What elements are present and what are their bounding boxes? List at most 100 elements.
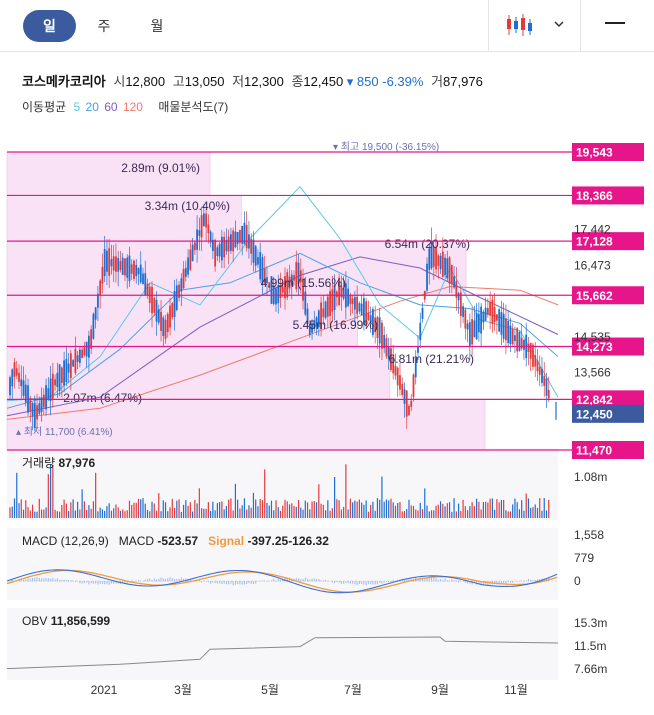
macd-histogram-bar (372, 581, 374, 585)
volume-bar (516, 502, 518, 518)
macd-value: -523.57 (157, 534, 199, 548)
candle (160, 311, 162, 332)
volume-bar (442, 503, 444, 518)
volume-bar (232, 510, 234, 518)
volume-bar (140, 499, 142, 518)
candle (56, 372, 59, 388)
macd-histogram-bar (437, 579, 439, 582)
candle (394, 365, 397, 376)
macd-histogram-bar (426, 577, 428, 582)
macd-histogram-bar (446, 580, 448, 582)
candle (356, 296, 359, 314)
moving-average-legend[interactable]: 이동평균 5 20 60 120 매물분석도(7) (22, 98, 232, 115)
macd-histogram-bar (311, 578, 313, 582)
candle (468, 322, 471, 346)
macd-histogram-bar (527, 578, 529, 582)
candle (220, 236, 223, 261)
candle (173, 290, 176, 317)
stock-chart[interactable]: 2.89m (9.01%) 3.34m (10.40%) 6.54m (20.37%… (0, 130, 654, 715)
macd-histogram-bar (113, 581, 115, 584)
candle (500, 312, 503, 335)
volume-bar (122, 509, 124, 518)
volume-bar (191, 511, 194, 518)
volume-bar (40, 509, 43, 518)
chevron-down-icon[interactable] (553, 16, 565, 34)
volume-bar (523, 510, 525, 518)
volume-bar (383, 501, 385, 518)
macd-histogram-bar (225, 581, 227, 585)
candle (353, 297, 356, 310)
candle (218, 243, 221, 257)
menu-icon[interactable] (605, 22, 625, 24)
macd-histogram-bar (20, 578, 22, 582)
macd-histogram-bar (108, 581, 110, 585)
macd-histogram-bar (9, 580, 11, 582)
candlestick-chart-icon[interactable] (505, 13, 533, 42)
macd-histogram-bar (83, 581, 85, 584)
tab-monthly[interactable]: 월 (150, 18, 164, 34)
macd-histogram-bar (505, 581, 507, 584)
candle (505, 318, 507, 341)
macd-histogram-bar (435, 578, 437, 582)
volume-bar (466, 510, 469, 518)
candle (230, 234, 232, 251)
volume-bar (180, 511, 182, 518)
volume-bar (160, 511, 162, 518)
candle (387, 347, 390, 360)
candle (367, 312, 370, 321)
candle (198, 230, 201, 236)
volume-bar (237, 499, 239, 518)
volume-bar (534, 504, 536, 518)
candle (459, 292, 462, 317)
volume-bar (210, 511, 212, 518)
candle (349, 294, 352, 304)
candle (144, 273, 147, 295)
volume-bar (68, 511, 70, 518)
candle (266, 277, 268, 284)
candle (502, 313, 505, 339)
candle (498, 309, 501, 332)
volume-bar (61, 505, 63, 518)
candle (322, 308, 325, 318)
macd-histogram-bar (365, 581, 367, 586)
volume-bar (207, 502, 209, 518)
macd-histogram-bar (392, 580, 394, 582)
macd-histogram-bar (467, 581, 469, 584)
volume-bar (203, 508, 205, 518)
candle (326, 296, 329, 317)
macd-histogram-bar (106, 581, 108, 585)
volume-bar (178, 499, 180, 518)
volume-bar (34, 511, 36, 518)
macd-histogram-bar (246, 581, 248, 585)
candle (306, 308, 309, 324)
candle (482, 311, 485, 323)
macd-histogram-bar (205, 581, 207, 582)
volume-bar (415, 509, 417, 518)
candle (164, 319, 167, 339)
volume-bar (171, 498, 173, 518)
tab-weekly[interactable]: 주 (97, 18, 111, 34)
volume-bar (182, 504, 185, 518)
candle (430, 240, 433, 269)
candle (320, 302, 322, 330)
macd-histogram-bar (142, 580, 144, 582)
volume-bar (462, 499, 464, 518)
macd-histogram-bar (147, 579, 149, 582)
volume-bar (334, 476, 336, 518)
macd-histogram-bar (390, 581, 392, 583)
x-axis-label: 11월 (504, 683, 528, 697)
candle (211, 239, 214, 252)
macd-histogram-bar (354, 581, 356, 585)
tab-daily[interactable]: 일 (23, 10, 76, 42)
candle (130, 264, 133, 274)
volume-bar (532, 507, 534, 518)
candle (414, 358, 417, 378)
candle (419, 322, 422, 341)
price-level-label: 19,543 (576, 146, 613, 160)
candle (369, 315, 372, 324)
volume-bar (453, 498, 455, 518)
macd-histogram-bar (133, 581, 135, 583)
macd-histogram-bar (243, 581, 245, 585)
volume-bar (311, 501, 313, 518)
volume-bar (250, 507, 252, 518)
